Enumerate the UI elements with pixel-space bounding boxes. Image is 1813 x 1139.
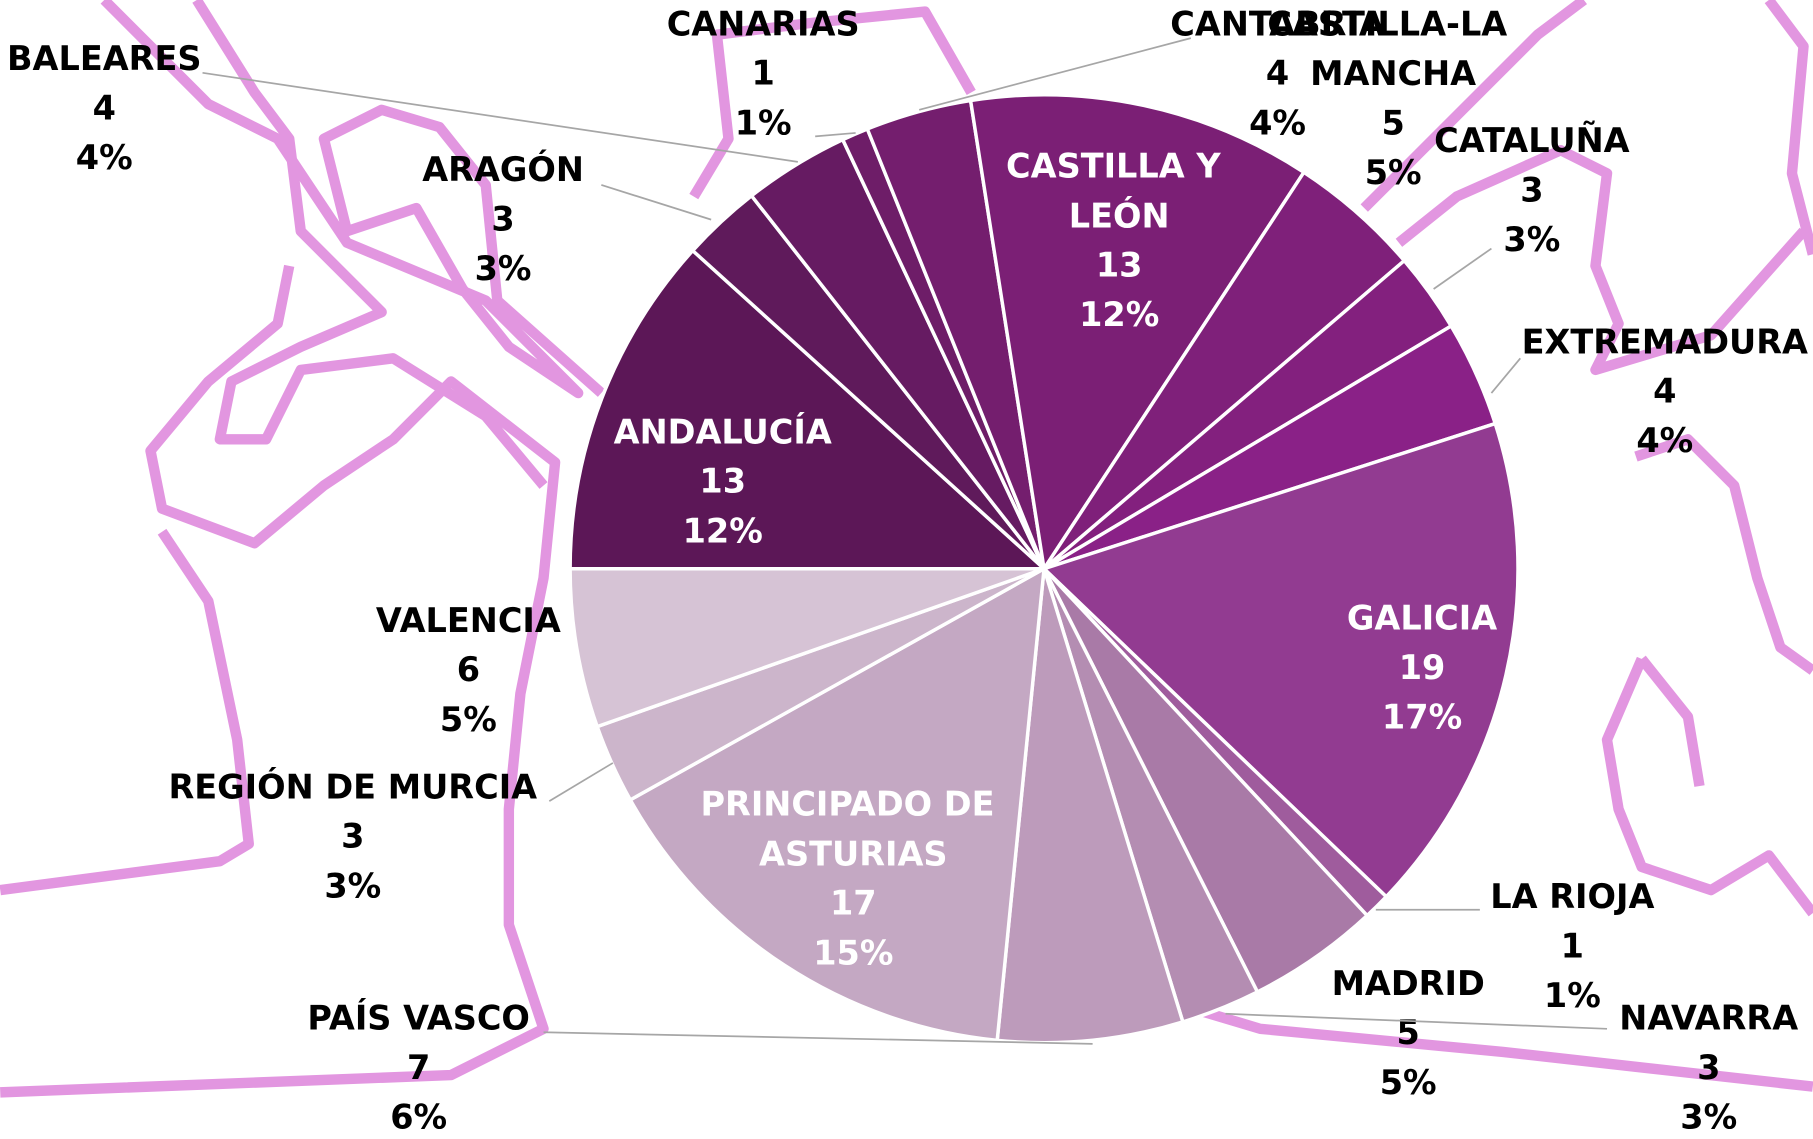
category-label: LA RIOJA [1490, 877, 1654, 916]
percent-label: 15% [813, 933, 893, 972]
percent-label: 3% [324, 866, 381, 905]
label-line: CASTILLA-LA [1267, 4, 1519, 43]
percent-label: 1% [1544, 976, 1601, 1015]
leader-line [548, 762, 614, 802]
label-line: PAÍS VASCO [307, 997, 530, 1037]
label-line: BALEARES [7, 39, 202, 78]
category-label: EXTREMADURA [1522, 322, 1808, 361]
label-line: EXTREMADURA [1522, 322, 1808, 361]
label-line: NAVARRA [1619, 998, 1798, 1037]
category-label: CASTILLA-LA MANCHA [1267, 4, 1519, 93]
percent-label: 1% [735, 103, 792, 142]
percent-label: 5% [1365, 153, 1422, 192]
value-label: 4 [1266, 54, 1289, 93]
label-line: PRINCIPADO DE [700, 784, 1006, 823]
value-label: 3 [491, 199, 514, 238]
percent-label: 4% [1636, 421, 1693, 460]
percent-label: 3% [475, 249, 532, 288]
value-label: 6 [457, 650, 480, 689]
label-line: CASTILLA Y [1006, 146, 1232, 185]
percent-label: 6% [390, 1097, 447, 1134]
leader-line [202, 71, 798, 163]
value-label: 4 [93, 88, 116, 127]
slices [568, 93, 1520, 1045]
value-label: 17 [830, 884, 877, 923]
leader-line [601, 184, 712, 221]
category-label: REGIÓN DE MURCIA [168, 766, 537, 806]
leader-line [1490, 357, 1521, 394]
percent-label: 12% [1079, 295, 1159, 334]
value-label: 3 [1697, 1048, 1720, 1087]
value-label: 19 [1399, 648, 1446, 687]
category-label: CANTABRIA [1170, 4, 1385, 43]
label-line: REGIÓN DE MURCIA [168, 766, 537, 806]
slice [995, 568, 1186, 1045]
label-line: ARAGÓN [422, 149, 584, 189]
category-label: PAÍS VASCO [307, 997, 530, 1037]
label-line: MADRID [1332, 963, 1485, 1002]
category-label: CASTILLA Y LEÓN [1006, 146, 1232, 235]
percent-label: 3% [1503, 220, 1560, 259]
percent-label: 3% [1680, 1097, 1737, 1134]
category-label: ARAGÓN [422, 149, 584, 189]
category-label: BALEARES [7, 39, 202, 78]
value-label: 13 [1096, 246, 1143, 285]
category-label: CANARIAS [667, 4, 860, 43]
label-line: CANARIAS [667, 4, 860, 43]
percent-label: 4% [1249, 103, 1306, 142]
labels: ANDALUCÍA1312%ARAGÓN33%BALEARES44%CANARI… [7, 4, 1808, 1137]
value-label: 13 [699, 462, 746, 501]
percent-label: 5% [1380, 1063, 1437, 1102]
leader-line [1433, 247, 1492, 290]
value-label: 4 [1653, 372, 1676, 411]
leader-line [815, 132, 856, 138]
background-map [0, 0, 1813, 1098]
category-label: GALICIA [1347, 598, 1497, 637]
category-label: PRINCIPADO DE ASTURIAS [700, 784, 1006, 873]
value-label: 7 [407, 1048, 430, 1087]
slice [1040, 421, 1520, 900]
value-label: 1 [751, 54, 774, 93]
value-label: 3 [1520, 170, 1543, 209]
label-line: ASTURIAS [759, 834, 948, 873]
label-line: ANDALUCÍA [614, 411, 832, 451]
value-label: 3 [341, 817, 364, 856]
leader-line [543, 1031, 1093, 1045]
percent-label: 12% [683, 511, 763, 550]
percent-label: 5% [440, 700, 497, 739]
category-label: CATALUÑA [1434, 120, 1630, 160]
slice [568, 248, 1049, 571]
percent-label: 17% [1382, 698, 1462, 737]
label-line: CATALUÑA [1434, 120, 1630, 160]
slice [627, 565, 1047, 1043]
slice [968, 93, 1307, 574]
slice [568, 567, 1045, 729]
value-label: 5 [1381, 103, 1404, 142]
label-line: MANCHA [1310, 54, 1476, 93]
label-line: LA RIOJA [1490, 877, 1654, 916]
category-label: ANDALUCÍA [614, 411, 832, 451]
category-label: NAVARRA [1619, 998, 1798, 1037]
value-label: 1 [1561, 926, 1584, 965]
label-line: VALENCIA [376, 600, 561, 639]
leader-line [918, 37, 1192, 111]
label-line: GALICIA [1347, 598, 1497, 637]
label-line: CANTABRIA [1170, 4, 1385, 43]
leader-line [1225, 1012, 1608, 1030]
label-line: LEÓN [1069, 195, 1170, 235]
value-label: 5 [1397, 1013, 1420, 1052]
category-label: VALENCIA [376, 600, 561, 639]
percent-label: 4% [76, 138, 133, 177]
category-label: MADRID [1332, 963, 1485, 1002]
